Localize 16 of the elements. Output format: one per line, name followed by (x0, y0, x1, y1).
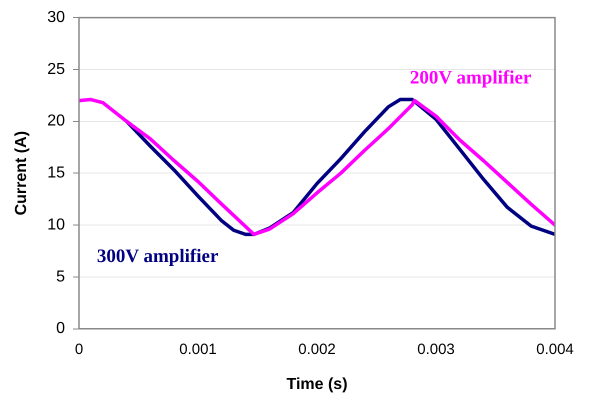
y-tick-label: 0 (56, 320, 66, 338)
x-tick-label: 0.004 (536, 340, 574, 358)
x-tick-label: 0 (74, 340, 84, 358)
y-tick-label: 15 (47, 164, 66, 182)
y-tick-label: 25 (47, 60, 66, 78)
y-tick-label: 10 (47, 216, 66, 234)
y-axis-title: Current (A) (13, 130, 30, 216)
x-tick-label: 0.003 (417, 340, 455, 358)
x-tick-label: 0.001 (179, 340, 217, 358)
x-axis-title: Time (s) (286, 376, 348, 393)
x-tick-label: 0.002 (298, 340, 336, 358)
y-tick-label: 5 (56, 268, 66, 286)
y-tick-label: 20 (47, 112, 66, 130)
series-label: 200V amplifier (410, 68, 532, 89)
series-label: 300V amplifier (96, 246, 219, 268)
y-tick-label: 30 (47, 9, 66, 26)
